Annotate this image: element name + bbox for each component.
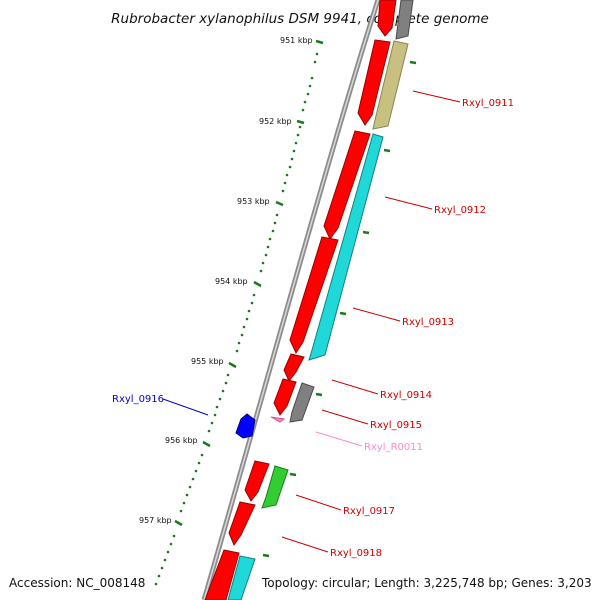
gene-arrow-rxyl-0911[interactable] xyxy=(357,39,391,126)
map-title: Rubrobacter xylanophilus DSM 9941, compl… xyxy=(111,11,489,27)
cog-block-green[interactable] xyxy=(261,465,289,509)
gene-arrow-rxyl-0914[interactable] xyxy=(283,353,305,382)
genome-backbone-highlight xyxy=(203,0,379,600)
ruler-dots xyxy=(154,52,319,586)
accession-label: Accession: NC_008148 xyxy=(9,576,145,590)
gene-label-rxyl-0917[interactable]: Rxyl_0917 xyxy=(343,506,395,517)
ruler-label-956: 956 kbp xyxy=(165,436,198,445)
topology-label: Topology: circular; Length: 3,225,748 bp… xyxy=(261,576,592,590)
cog-track xyxy=(227,0,414,600)
cds-track xyxy=(204,0,397,600)
gene-label-rxyl-0914[interactable]: Rxyl_0914 xyxy=(380,390,432,401)
gene-arrow-rxyl-0917a[interactable] xyxy=(244,460,270,502)
gene-arrow-rxyl-0910[interactable] xyxy=(377,0,397,37)
ruler-label-955: 955 kbp xyxy=(191,357,224,366)
gene-label-rxyl-r0011[interactable]: Rxyl_R0011 xyxy=(364,442,423,453)
ruler-ticks xyxy=(174,39,324,527)
ruler-label-951: 951 kbp xyxy=(280,36,313,45)
cog-block-cyan-lower[interactable] xyxy=(227,555,256,600)
gene-label-rxyl-0912[interactable]: Rxyl_0912 xyxy=(434,205,486,216)
cog-track-ticks xyxy=(262,60,417,558)
gene-label-rxyl-0916[interactable]: Rxyl_0916 xyxy=(112,394,164,405)
gene-arrow-rxyl-0916[interactable] xyxy=(235,413,256,439)
cog-block-olive[interactable] xyxy=(372,40,409,130)
ruler-label-954: 954 kbp xyxy=(215,277,248,286)
gene-arrow-rxyl-0912[interactable] xyxy=(323,130,371,240)
gene-label-rxyl-0911[interactable]: Rxyl_0911 xyxy=(462,98,514,109)
ruler-label-952: 952 kbp xyxy=(259,117,292,126)
cog-block-gray[interactable] xyxy=(289,382,315,423)
cog-block-cyan-upper[interactable] xyxy=(308,133,384,361)
ruler-label-957: 957 kbp xyxy=(139,516,172,525)
gene-label-rxyl-0918[interactable]: Rxyl_0918 xyxy=(330,548,382,559)
gene-arrow-rxyl-0913[interactable] xyxy=(289,236,339,355)
cog-block-gray-top xyxy=(395,0,414,40)
gene-arrow-rxyl-0918[interactable] xyxy=(228,501,256,547)
ruler-label-953: 953 kbp xyxy=(237,197,270,206)
gene-arrow-rxyl-0919[interactable] xyxy=(204,549,240,600)
gene-label-rxyl-0913[interactable]: Rxyl_0913 xyxy=(402,317,454,328)
callout-lines xyxy=(162,90,461,553)
rna-gene-rxyl-r0011[interactable] xyxy=(270,416,286,423)
gene-label-rxyl-0915[interactable]: Rxyl_0915 xyxy=(370,420,422,431)
gene-arrow-rxyl-0915[interactable] xyxy=(273,378,297,416)
